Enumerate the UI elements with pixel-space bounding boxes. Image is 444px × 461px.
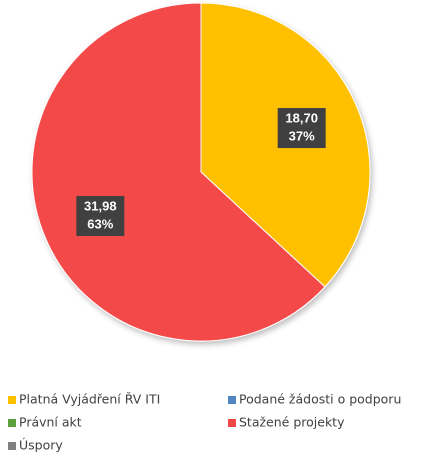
legend-swatch — [8, 396, 16, 404]
legend-label: Úspory — [19, 438, 63, 453]
legend-swatch — [8, 442, 16, 450]
legend-swatch — [228, 396, 236, 404]
data-labels: 18,70 37% 31,98 63% — [76, 108, 326, 236]
label-box — [277, 108, 326, 149]
legend-swatch — [8, 419, 16, 427]
legend-swatch — [228, 419, 236, 427]
label-box — [76, 195, 125, 236]
value-label: 31,98 — [84, 198, 117, 213]
percent-label: 63% — [87, 216, 113, 231]
percent-label: 37% — [289, 128, 315, 143]
legend-label: Podané žádosti o podporu — [239, 392, 401, 407]
legend-label: Platná Vyjádření ŘV ITI — [19, 392, 160, 407]
pie-slice — [31, 2, 326, 342]
pie — [31, 2, 371, 342]
legend: Platná Vyjádření ŘV ITI Podané žádosti o … — [8, 392, 401, 453]
legend-label: Stažené projekty — [239, 415, 345, 430]
value-label: 18,70 — [285, 110, 318, 125]
legend-label: Právní akt — [19, 415, 82, 430]
